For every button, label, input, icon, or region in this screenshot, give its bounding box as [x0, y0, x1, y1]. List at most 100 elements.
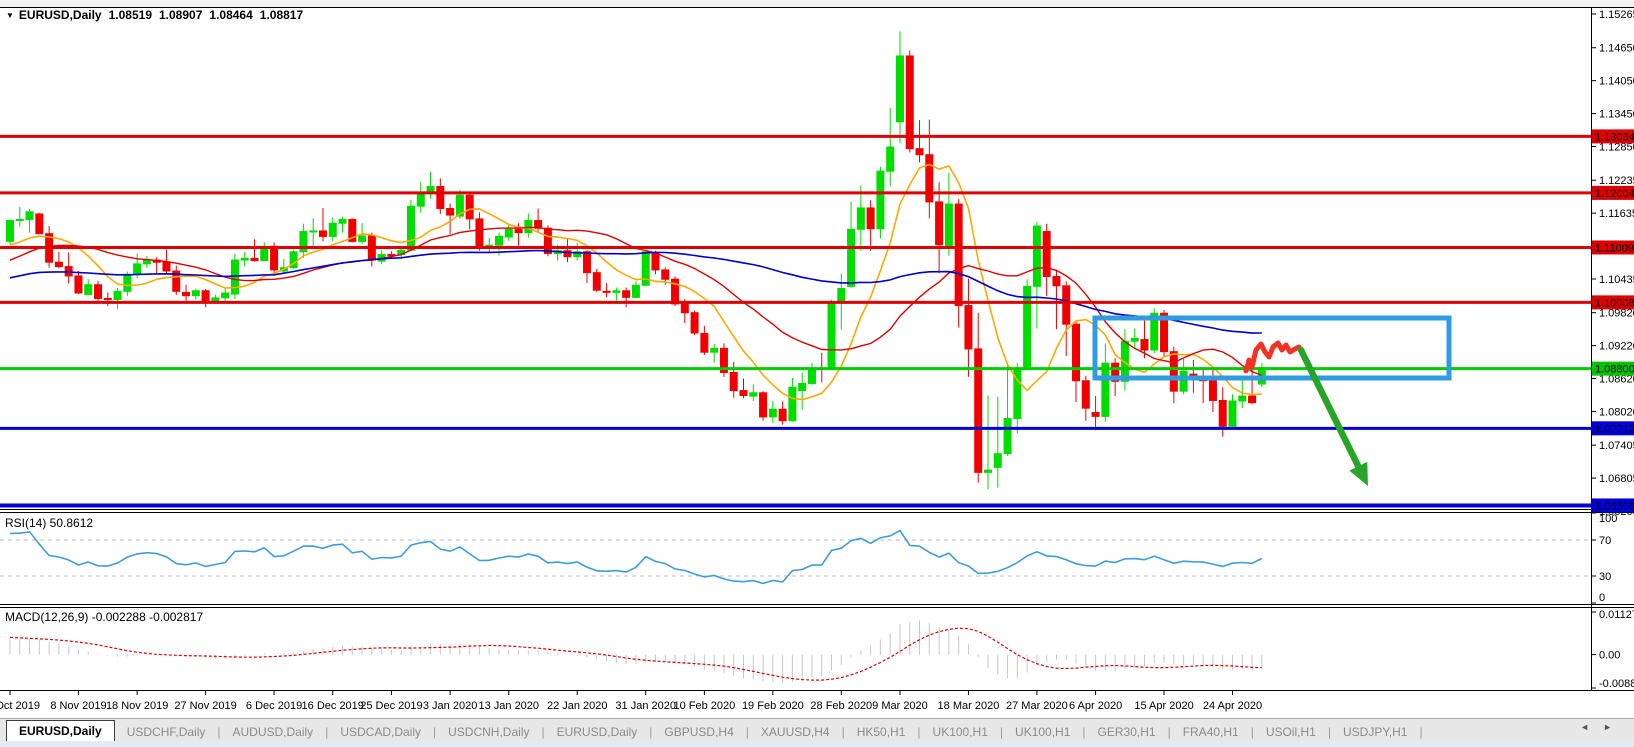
chart-tab-uk100-h1[interactable]: UK100,H1 — [932, 725, 988, 739]
chart-tab-usdcad-daily[interactable]: USDCAD,Daily — [340, 725, 421, 739]
down-trend-arrow[interactable] — [1297, 346, 1368, 486]
chart-tab-bar: EURUSD,Daily USDCHF,Daily | AUDUSD,Daily | US… — [0, 718, 1634, 742]
date-axis-label: 9 Mar 2020 — [872, 700, 928, 712]
price-axis-label: 1.14650 — [1599, 43, 1634, 55]
price-axis-label: 1.10435 — [1599, 274, 1634, 286]
low-value: 1.08464 — [209, 8, 253, 22]
tab-divider: | — [1167, 725, 1171, 739]
chart-tab-eurusd-daily[interactable]: EURUSD,Daily — [556, 725, 638, 739]
date-axis-label: 3 Jan 2020 — [423, 700, 477, 712]
symbol-label: EURUSD,Daily — [18, 8, 102, 22]
date-axis-label: 22 Jan 2020 — [547, 700, 608, 712]
tab-divider: | — [649, 725, 653, 739]
tab-divider: | — [841, 725, 845, 739]
date-axis-label: 31 Jan 2020 — [615, 700, 676, 712]
consolidation-rectangle[interactable] — [1092, 315, 1452, 381]
chart-canvas[interactable]: 1.15265 1.14650 1.14050 1.13450 1.12850 1.122… — [0, 0, 1634, 717]
tab-divider: | — [217, 725, 221, 739]
tab-divider: | — [325, 725, 329, 739]
symbol-ohlc-overlay[interactable]: ▼ EURUSD,Daily 1.08519 1.08907 1.08464 1.0881… — [6, 8, 303, 22]
chart-tab-uk100-h1[interactable]: UK100,H1 — [1015, 725, 1071, 739]
ma-fast-line — [9, 163, 1262, 401]
open-value: 1.08519 — [108, 8, 152, 22]
tab-divider: | — [433, 725, 437, 739]
chart-tabs: EURUSD,Daily USDCHF,Daily | AUDUSD,Daily | US… — [0, 719, 1423, 742]
svg-text:1.08800: 1.08800 — [1595, 364, 1634, 376]
price-axis-label: 1.12850 — [1599, 141, 1634, 153]
price-axis-label: 1.07405 — [1599, 440, 1634, 452]
rsi-axis-label: 30 — [1599, 571, 1611, 583]
ma-slow-line — [9, 249, 1262, 334]
tab-divider: | — [745, 725, 749, 739]
date-axis-label: 28 Feb 2020 — [810, 700, 872, 712]
chart-tab-audusd-daily[interactable]: AUDUSD,Daily — [232, 725, 314, 739]
price-projection-scribble[interactable] — [1243, 340, 1302, 374]
tab-divider: | — [541, 725, 545, 739]
rsi-axis-label: 100 — [1599, 513, 1617, 525]
rsi-line — [9, 529, 1263, 585]
high-value: 1.08907 — [159, 8, 203, 22]
macd-axis-label: 0.00 — [1599, 650, 1620, 662]
macd-axis-label: -0.008845 — [1599, 678, 1634, 690]
tab-scroll-buttons: ◄► — [1580, 722, 1626, 732]
rsi-indicator-label: RSI(14) 50.8612 — [5, 516, 94, 530]
price-badge-1.12004: 1.12004 — [1592, 185, 1634, 200]
date-axis-label: 19 Feb 2020 — [742, 700, 804, 712]
date-axis-label: 6 Apr 2020 — [1069, 700, 1122, 712]
macd-axis-label: 0.011277 — [1599, 609, 1634, 621]
price-badge-1.10008: 1.10008 — [1592, 295, 1634, 310]
tab-scroll-right-button[interactable]: ► — [1603, 722, 1626, 732]
close-value: 1.08817 — [259, 8, 304, 22]
date-axis-label: 30 Oct 2019 — [0, 700, 40, 712]
date-axis-label: 13 Jan 2020 — [478, 700, 539, 712]
price-badge-1.11009: 1.11009 — [1592, 240, 1634, 255]
tab-divider: | — [917, 725, 921, 739]
chart-tab-usdcnh-daily[interactable]: USDCNH,Daily — [448, 725, 530, 739]
price-badge-1.06306: 1.06306 — [1592, 498, 1634, 513]
tab-divider: | — [999, 725, 1004, 739]
rsi-axis-label: 0 — [1599, 592, 1605, 604]
date-axis-label: 27 Mar 2020 — [1006, 700, 1068, 712]
rsi-axis-label: 70 — [1599, 535, 1611, 547]
tab-divider: | — [1327, 725, 1331, 739]
date-axis-label: 10 Feb 2020 — [673, 700, 735, 712]
chart-tab-ger30-h1[interactable]: GER30,H1 — [1097, 725, 1156, 739]
chart-tab-hk50-h1[interactable]: HK50,H1 — [856, 725, 906, 739]
chart-tab-gbpusd-h4[interactable]: GBPUSD,H4 — [664, 725, 734, 739]
chart-tab-fra40-h1[interactable]: FRA40,H1 — [1182, 725, 1239, 739]
price-axis-label: 1.09220 — [1599, 341, 1634, 353]
rsi-panel-layer — [0, 529, 1591, 585]
panel-borders — [0, 7, 1634, 691]
price-badge-1.13034: 1.13034 — [1592, 129, 1634, 144]
price-axis-label: 1.15265 — [1599, 9, 1634, 21]
price-axis-label: 1.12235 — [1599, 175, 1634, 187]
chart-tab-usdchf-daily[interactable]: USDCHF,Daily — [126, 725, 206, 739]
chart-tab-usdjpy-h1[interactable]: USDJPY,H1 — [1342, 725, 1408, 739]
chart-tab-usoil-h1[interactable]: USOil,H1 — [1265, 725, 1316, 739]
chart-plot-area[interactable] — [0, 8, 1591, 509]
tab-divider: | — [1419, 725, 1423, 739]
chart-tab-xauusd-h4[interactable]: XAUUSD,H4 — [760, 725, 830, 739]
macd-indicator-label: MACD(12,26,9) -0.002288 -0.002817 — [5, 610, 204, 624]
svg-text:1.11009: 1.11009 — [1595, 242, 1634, 254]
price-axis-label: 1.13450 — [1599, 109, 1634, 121]
price-axis-label: 1.11635 — [1599, 208, 1634, 220]
date-axis-label: 18 Nov 2019 — [106, 700, 168, 712]
tab-scroll-left-button[interactable]: ◄ — [1580, 722, 1604, 732]
price-axis-label: 1.09820 — [1599, 308, 1634, 320]
support-resistance-lines — [0, 134, 1591, 508]
chart-tab-eurusd-daily[interactable]: EURUSD,Daily — [6, 720, 115, 742]
svg-text:1.07712: 1.07712 — [1595, 423, 1634, 435]
price-axis-label: 1.08020 — [1599, 406, 1634, 418]
date-axis-label: 18 Mar 2020 — [938, 700, 1000, 712]
price-axis-label: 1.08620 — [1599, 374, 1634, 386]
chevron-down-icon[interactable]: ▼ — [6, 11, 14, 20]
date-axis-label: 6 Dec 2019 — [246, 700, 302, 712]
status-bar-strip — [0, 741, 1634, 747]
macd-signal-line — [9, 627, 1262, 681]
tab-divider: | — [1082, 725, 1086, 739]
date-axis-label: 25 Dec 2019 — [360, 700, 422, 712]
date-axis-label: 27 Nov 2019 — [174, 700, 236, 712]
